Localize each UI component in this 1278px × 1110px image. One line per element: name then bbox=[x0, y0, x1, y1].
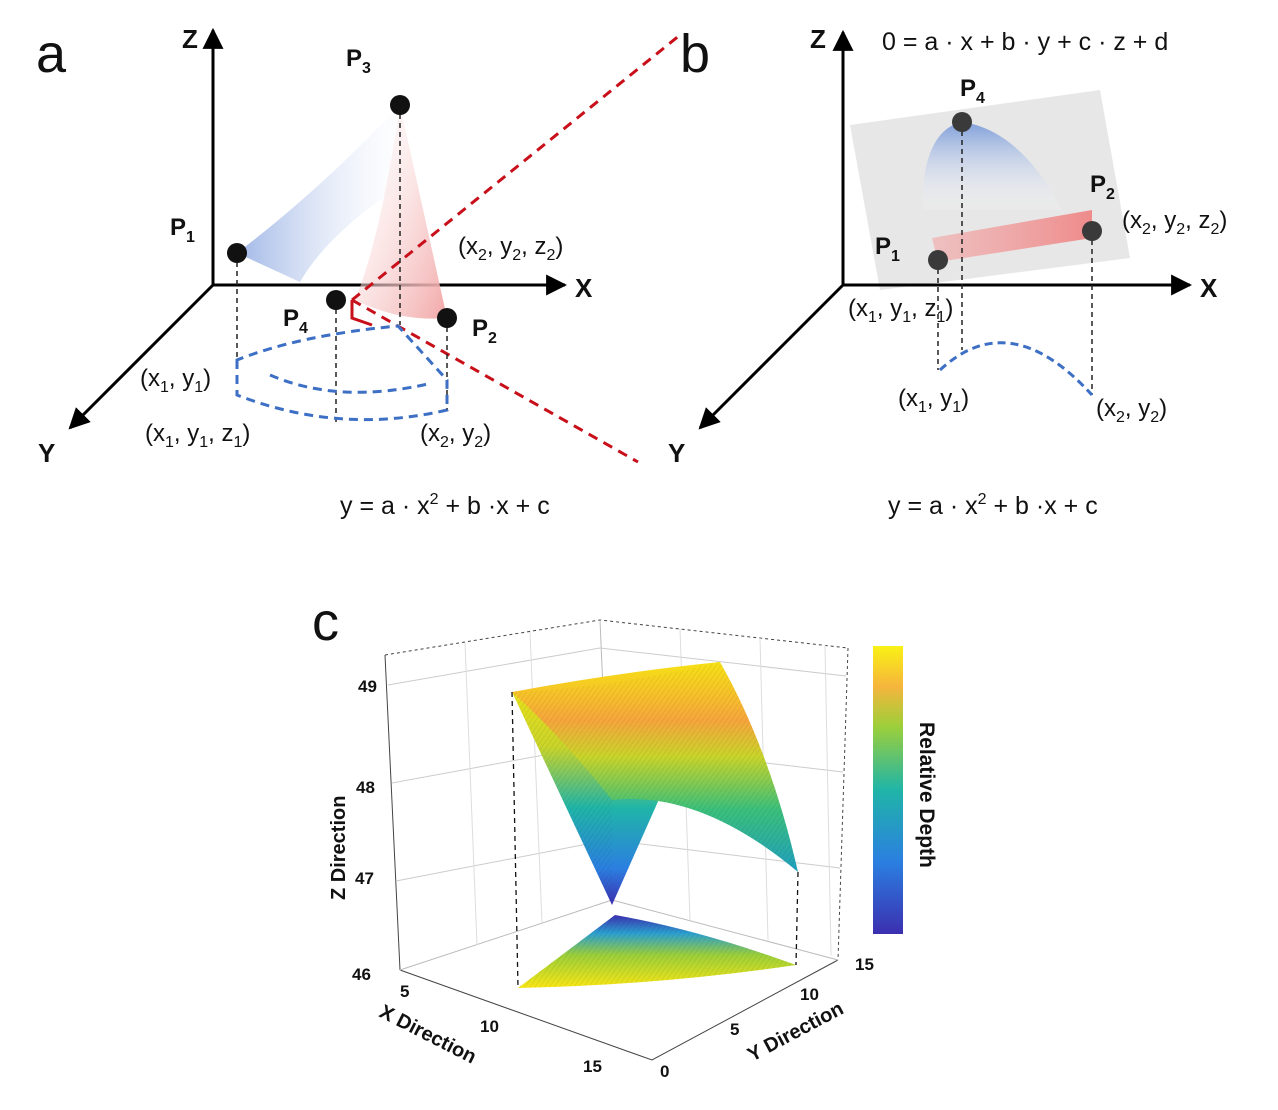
panel-c-drop-left bbox=[511, 691, 519, 989]
panel-b-blue-surface bbox=[922, 122, 1062, 210]
panel-b-label-p2: P2 bbox=[1090, 171, 1115, 203]
panel-c-y-tick: 10 bbox=[800, 985, 819, 1004]
panel-c-x-tick: 10 bbox=[480, 1017, 499, 1036]
panel-c-y-ticks: 0 5 10 15 bbox=[660, 955, 874, 1081]
panel-a-red-surface bbox=[355, 105, 447, 319]
panel-a-blue-footprint bbox=[235, 324, 449, 422]
panel-a-point-p3 bbox=[390, 95, 410, 115]
panel-c-z-label: Z Direction bbox=[328, 796, 350, 900]
panel-a-point-p1 bbox=[227, 243, 247, 263]
panel-c-mesh-bottom bbox=[518, 915, 796, 988]
panel-a-equation: y = a · x2 + b ·x + c bbox=[340, 491, 550, 520]
panel-c-x-label: X Direction bbox=[376, 1001, 480, 1069]
panel-c-y-tick: 0 bbox=[660, 1062, 669, 1081]
panel-c-z-tick: 47 bbox=[355, 869, 374, 888]
panel-b-blue-parabola bbox=[938, 341, 1094, 397]
panel-c-z-tick: 48 bbox=[356, 778, 375, 797]
panel-a-label-p2: P2 bbox=[472, 315, 497, 347]
panel-a-coord-x1y1z1: (x1, y1, z1) bbox=[145, 420, 250, 451]
panel-b-y-axis bbox=[698, 283, 845, 430]
panel-b-x-label: X bbox=[1200, 273, 1218, 303]
panel-a-y-axis bbox=[68, 283, 215, 430]
panel-a-red-dash-upper bbox=[351, 33, 681, 302]
panel-b-y-label: Y bbox=[668, 438, 685, 468]
panel-a-y-label: Y bbox=[38, 438, 55, 468]
panel-b-equation: y = a · x2 + b ·x + c bbox=[888, 491, 1098, 520]
panel-a-blue-surface bbox=[237, 105, 410, 282]
panel-c-y-tick: 5 bbox=[730, 1020, 739, 1039]
panel-a-label-p3: P3 bbox=[346, 45, 371, 77]
panel-a-letter: a bbox=[36, 24, 67, 84]
panel-a: a Z X Y P1 P2 P3 P4 (x2, y2, z2) (x1, y1… bbox=[36, 24, 681, 520]
panel-a-label-p4: P4 bbox=[283, 305, 308, 337]
panel-b-red-surface bbox=[932, 210, 1092, 262]
panel-a-coord-x2y2z2: (x2, y2, z2) bbox=[458, 233, 563, 264]
panel-b-coord-x2y2: (x2, y2) bbox=[1096, 395, 1167, 426]
panel-a-z-label: Z bbox=[182, 24, 198, 54]
panel-c-drop-right bbox=[795, 871, 799, 966]
panel-c: c bbox=[312, 592, 938, 1081]
panel-b-letter: b bbox=[680, 24, 710, 84]
panel-c-surface bbox=[511, 662, 799, 989]
panel-c-x-tick: 5 bbox=[400, 982, 409, 1001]
panel-c-z-tick: 46 bbox=[352, 965, 371, 984]
panel-c-z-tick: 49 bbox=[358, 677, 377, 696]
panel-a-red-dash-lower bbox=[351, 298, 639, 464]
panel-b-z-label: Z bbox=[810, 24, 826, 54]
panel-a-point-p4 bbox=[326, 290, 346, 310]
panel-c-x-tick: 15 bbox=[583, 1057, 602, 1076]
panel-c-y-tick: 15 bbox=[855, 955, 874, 974]
panel-c-mesh-top bbox=[512, 662, 798, 905]
panel-c-x-ticks: 5 10 15 bbox=[400, 982, 602, 1076]
panel-b-point-p4 bbox=[952, 112, 972, 132]
panel-a-point-p2 bbox=[437, 308, 457, 328]
panel-c-colorbar-label: Relative Depth bbox=[915, 722, 938, 868]
panel-b-plane-equation: 0 = a · x + b · y + c · z + d bbox=[882, 28, 1168, 56]
panel-a-coord-x2y2: (x2, y2) bbox=[420, 420, 491, 451]
panel-c-colorbar bbox=[873, 646, 903, 934]
panel-a-coord-x1y1: (x1, y1) bbox=[140, 365, 211, 396]
panel-a-label-p1: P1 bbox=[170, 214, 195, 246]
panel-b-coord-x1y1z1: (x1, y1, z1) bbox=[848, 295, 953, 326]
panel-b-label-p1: P1 bbox=[875, 233, 900, 265]
panel-b-coord-x1y1: (x1, y1) bbox=[898, 385, 969, 416]
panel-c-y-label: Y Direction bbox=[744, 998, 847, 1067]
panel-a-x-label: X bbox=[575, 273, 593, 303]
panel-b-coord-x2y2z2: (x2, y2, z2) bbox=[1122, 207, 1227, 238]
panel-b-point-p1 bbox=[928, 250, 948, 270]
panel-b-label-p4: P4 bbox=[960, 75, 985, 107]
panel-a-right-angle bbox=[350, 300, 373, 327]
panel-b: b Z X Y 0 = a · x + b · y + c · z + d P1… bbox=[668, 24, 1227, 520]
panel-c-letter: c bbox=[312, 592, 339, 652]
panel-c-z-ticks: 46 47 48 49 bbox=[352, 677, 377, 984]
panel-b-point-p2 bbox=[1082, 221, 1102, 241]
